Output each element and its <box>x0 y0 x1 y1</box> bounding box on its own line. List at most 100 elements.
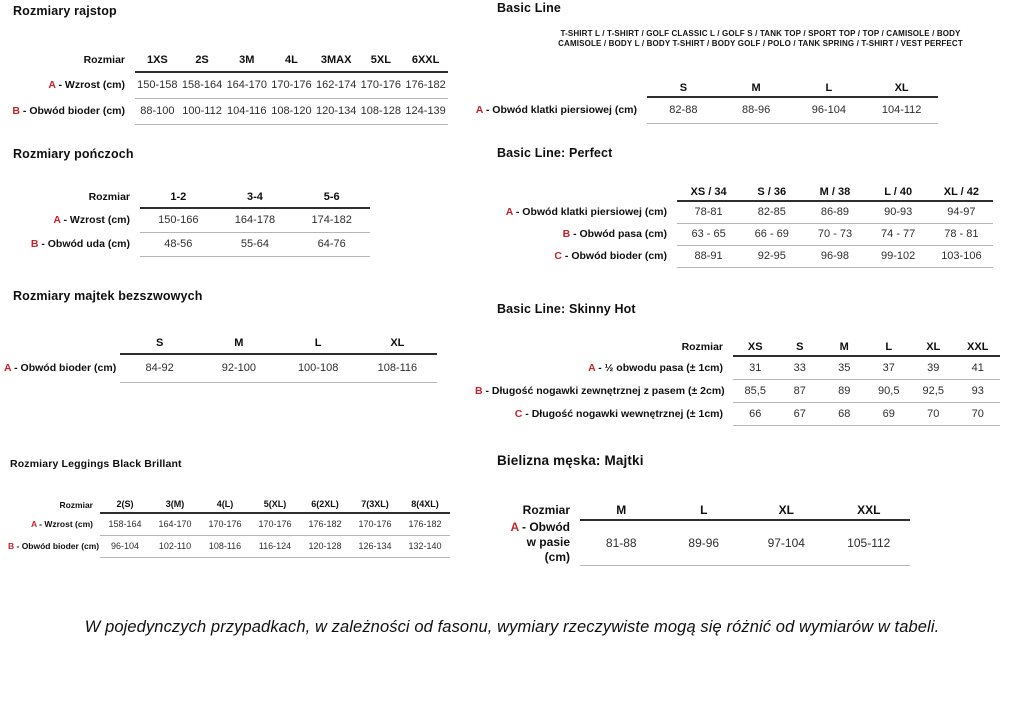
size-column-header: L <box>662 500 745 521</box>
size-value-cell: 108-116 <box>357 354 437 383</box>
size-value-cell: 116-124 <box>250 535 300 558</box>
measurement-label: A - ½ obwodu pasa (± 1cm) <box>588 361 723 374</box>
size-column-header: 3M <box>224 48 270 73</box>
size-value-cell: 99-102 <box>866 245 930 268</box>
section-title-leggings: Rozmiary Leggings Black Brillant <box>10 458 182 470</box>
size-row-label <box>465 80 647 97</box>
size-header-row: Rozmiar M L XL XXL <box>503 500 910 521</box>
measurement-label: A - Obwód klatki piersiowej (cm) <box>505 206 667 218</box>
measurement-row: B - Obwód pasa (cm) 63 - 65 66 - 69 70 - 73… <box>490 223 993 246</box>
perfect-size-table: XS / 34 S / 36 M / 38 L / 40 XL / 42 A - Obwó… <box>490 184 993 268</box>
size-value-cell: 108-120 <box>269 98 314 125</box>
size-column-header: 3MAX <box>313 48 359 73</box>
size-column-header: S <box>120 332 200 355</box>
size-value-cell: 170-176 <box>250 513 300 536</box>
size-header-row: Rozmiar 1XS 2S 3M 4L 3MAX 5XL 6XXL <box>12 48 448 73</box>
size-value-cell: 41 <box>955 356 1000 380</box>
size-value-cell: 96-104 <box>100 535 150 558</box>
dimension-letter: A <box>505 206 513 218</box>
size-value-cell: 100-108 <box>278 354 358 383</box>
dimension-letter: B <box>12 105 20 117</box>
size-value-cell: 150-158 <box>135 72 180 99</box>
size-column-header: L <box>866 338 911 357</box>
size-value-cell: 176-182 <box>403 72 448 99</box>
measurement-label: B - Obwód uda (cm) <box>30 238 130 250</box>
size-column-header: 5(XL) <box>250 496 300 514</box>
size-value-cell: 74 - 77 <box>866 223 930 246</box>
size-value-cell: 39 <box>911 356 956 380</box>
size-value-cell: 78-81 <box>677 201 741 224</box>
section-title-rajstop: Rozmiary rajstop <box>13 4 117 18</box>
size-column-header: 7(3XL) <box>350 496 400 514</box>
section-title-basic-line: Basic Line <box>497 1 562 15</box>
dimension-letter: A <box>475 104 483 116</box>
size-value-cell: 108-116 <box>200 535 250 558</box>
size-column-header: XXL <box>827 500 910 521</box>
size-value-cell: 89-96 <box>662 520 745 566</box>
size-column-header: 5XL <box>358 48 404 73</box>
measurement-label: A - Obwód w pasie (cm) <box>510 520 570 564</box>
size-row-label: Rozmiar <box>681 341 723 353</box>
size-column-header: XL <box>357 332 437 355</box>
size-column-header: L / 40 <box>866 184 930 202</box>
basic-line-products-list: T-SHIRT L / T-SHIRT / GOLF CLASSIC L / G… <box>497 29 1024 48</box>
size-column-header: 4(L) <box>200 496 250 514</box>
measurement-row: C - Długość nogawki wewnętrznej (± 1cm) 6… <box>475 402 1000 426</box>
size-value-cell: 88-91 <box>677 245 741 268</box>
size-value-cell: 105-112 <box>827 520 910 566</box>
size-value-cell: 120-128 <box>300 535 350 558</box>
measurement-row: A - Obwód bioder (cm) 84-92 92-100 100-108 1… <box>4 354 437 383</box>
size-column-header: 3-4 <box>216 186 294 209</box>
measurement-row: A - Wzrost (cm) 150-158 158-164 164-170 170-… <box>12 72 448 99</box>
measurement-row: B - Obwód bioder (cm) 96-104 102-110 108-11… <box>8 535 450 558</box>
size-column-header: XL / 42 <box>929 184 993 202</box>
size-header-row: S M L XL <box>4 332 437 355</box>
majtki-meskie-size-table: Rozmiar M L XL XXL A - Obwód w pasie (cm) 81-8… <box>503 500 910 566</box>
size-value-cell: 132-140 <box>400 535 450 558</box>
size-column-header: XS / 34 <box>677 184 741 202</box>
measurement-label: A - Wzrost (cm) <box>53 214 130 226</box>
size-value-cell: 164-170 <box>150 513 200 536</box>
size-column-header: 2S <box>179 48 225 73</box>
size-value-cell: 35 <box>822 356 867 380</box>
size-column-header: S / 36 <box>740 184 804 202</box>
section-title-skinny-hot: Basic Line: Skinny Hot <box>497 302 636 316</box>
measurement-row: B - Obwód uda (cm) 48-56 55-64 64-76 <box>12 232 370 257</box>
size-column-header: 5-6 <box>293 186 370 209</box>
size-value-cell: 66 <box>733 402 778 426</box>
measurement-label: B - Obwód bioder (cm) <box>8 541 100 551</box>
ponczoch-size-table: Rozmiar 1-2 3-4 5-6 A - Wzrost (cm) 150-166 16… <box>12 186 370 257</box>
size-value-cell: 63 - 65 <box>677 223 741 246</box>
size-column-header: M <box>822 338 867 357</box>
measurement-row: B - Długość nogawki zewnętrznej z pasem … <box>475 379 1000 403</box>
size-value-cell: 103-106 <box>929 245 993 268</box>
size-value-cell: 90,5 <box>866 379 911 403</box>
size-column-header: M <box>580 500 663 521</box>
size-column-header: L <box>278 332 358 355</box>
size-value-cell: 108-128 <box>358 98 404 125</box>
dimension-letter: B <box>562 228 571 240</box>
size-value-cell: 78 - 81 <box>929 223 993 246</box>
size-value-cell: 68 <box>822 402 867 426</box>
size-row-label <box>490 184 677 201</box>
size-value-cell: 37 <box>866 356 911 380</box>
section-title-perfect: Basic Line: Perfect <box>497 146 613 160</box>
measurement-label: A - Obwód bioder (cm) <box>4 362 117 374</box>
size-value-cell: 85,5 <box>733 379 778 403</box>
size-value-cell: 70 <box>911 402 956 426</box>
size-column-header: 8(4XL) <box>400 496 450 514</box>
size-value-cell: 70 <box>955 402 1000 426</box>
size-value-cell: 82-88 <box>647 97 720 124</box>
size-value-cell: 64-76 <box>293 232 370 257</box>
size-value-cell: 82-85 <box>740 201 804 224</box>
footnote: W pojedynczych przypadkach, w zależności… <box>84 618 940 636</box>
dimension-letter: A <box>510 520 519 534</box>
size-column-header: M <box>719 80 793 98</box>
size-value-cell: 81-88 <box>580 520 663 566</box>
measurement-row: A - Obwód w pasie (cm) 81-88 89-96 97-104 10… <box>503 520 910 566</box>
size-value-cell: 90-93 <box>866 201 930 224</box>
size-column-header: 3(M) <box>150 496 200 514</box>
size-column-header: M <box>199 332 279 355</box>
size-column-header: S <box>777 338 822 357</box>
measurement-row: C - Obwód bioder (cm) 88-91 92-95 96-98 99-1… <box>490 245 993 268</box>
